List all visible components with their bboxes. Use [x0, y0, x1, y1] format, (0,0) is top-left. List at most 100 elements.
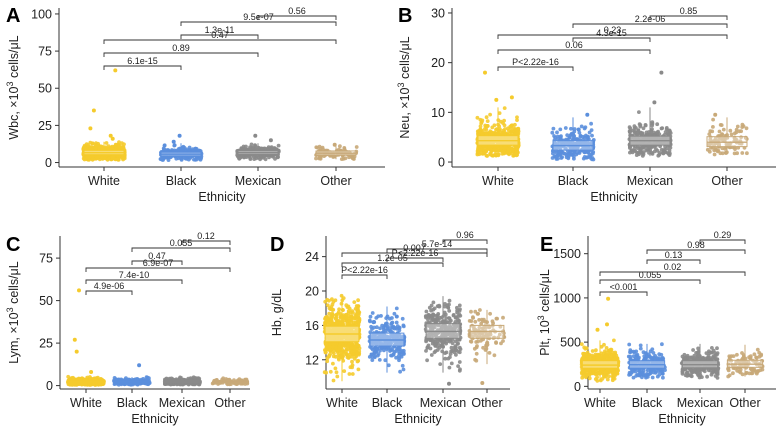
x-tick-label: Mexican [627, 174, 674, 188]
series-black [550, 112, 596, 162]
data-point [370, 355, 375, 359]
data-point [389, 321, 394, 325]
data-point [579, 124, 584, 129]
y-axis-title: Hb, g/dL [270, 289, 284, 336]
x-tick-label: Black [166, 174, 197, 188]
data-point [400, 316, 405, 321]
data-point [438, 362, 443, 366]
y-axis-title: Neu, ×103 cells/μL [396, 36, 412, 138]
outlier-point [177, 133, 182, 138]
data-point [334, 321, 339, 326]
data-point [367, 318, 372, 323]
data-point [397, 356, 402, 360]
data-point [184, 157, 189, 161]
data-point [721, 127, 726, 132]
p-value-label: 4.9e-06 [94, 281, 125, 291]
outlier-point [171, 139, 176, 144]
y-tick-label: 50 [38, 82, 52, 96]
data-point [502, 151, 506, 156]
series-other [705, 112, 749, 157]
data-point [515, 118, 519, 122]
data-point [192, 157, 196, 162]
data-point [447, 298, 452, 303]
data-point [501, 121, 505, 125]
data-point [502, 106, 507, 110]
y-axis-title: Wbc, ×103 cells/μL [5, 35, 21, 139]
comparison-bracket: 6.1e-15 [103, 56, 182, 70]
data-point [712, 152, 717, 157]
y-tick-label: 20 [305, 285, 319, 299]
data-point [507, 128, 511, 133]
data-point [455, 305, 459, 310]
data-point [485, 146, 489, 151]
p-value-label: P<2.22e-16 [512, 57, 559, 67]
data-point [719, 123, 724, 127]
outlier-point [88, 126, 93, 131]
data-point [369, 324, 373, 329]
x-tick-label: Mexican [235, 174, 282, 188]
outlier-point [113, 68, 118, 73]
data-point [350, 359, 354, 364]
outlier-point [253, 133, 258, 138]
data-point [734, 127, 739, 132]
series-white [66, 288, 106, 387]
data-point [342, 147, 347, 151]
data-point [253, 144, 258, 148]
data-point [350, 309, 355, 313]
data-point [350, 372, 355, 376]
outlier-point [108, 133, 113, 138]
data-point [372, 320, 376, 324]
data-point [332, 351, 336, 356]
comparison-bracket: 0.89 [103, 43, 259, 57]
data-point [454, 345, 458, 350]
data-point [352, 346, 357, 351]
data-point [566, 156, 571, 161]
data-point [335, 374, 340, 379]
data-point [484, 127, 489, 132]
bracket-line [103, 52, 259, 57]
data-point [346, 316, 350, 321]
bracket-line [572, 37, 651, 42]
data-point [424, 309, 429, 314]
data-point [329, 319, 334, 324]
x-axis-title: Ethnicity [198, 190, 246, 204]
data-point [258, 155, 263, 160]
comparison-bracket: P<2.22e-16 [497, 57, 574, 71]
data-point [483, 123, 488, 128]
series-other [210, 376, 250, 387]
data-point [479, 136, 484, 141]
data-point [515, 115, 519, 120]
data-point [555, 156, 560, 161]
data-point [356, 367, 361, 372]
data-point [337, 347, 342, 352]
data-point [333, 354, 338, 359]
series-white [322, 293, 362, 383]
data-point [314, 156, 318, 161]
y-axis-title-superscript: 3 [5, 81, 15, 86]
data-point [583, 125, 588, 130]
data-point [343, 156, 348, 161]
data-point [334, 315, 338, 320]
data-point [347, 372, 352, 376]
data-point [637, 110, 641, 114]
data-point [558, 135, 562, 139]
outlier-point [110, 136, 115, 141]
series-white [475, 70, 521, 158]
data-point [318, 146, 323, 151]
data-point [589, 121, 593, 126]
x-axis-title: Ethnicity [590, 190, 638, 204]
data-point [745, 151, 749, 156]
x-tick-label: Black [117, 396, 148, 410]
data-point [449, 349, 453, 354]
data-point [493, 152, 498, 156]
bracket-line [103, 39, 337, 44]
y-axis-title-superscript: 3 [396, 83, 406, 88]
data-point [120, 156, 125, 161]
y-tick-label: 25 [38, 119, 52, 133]
data-point [447, 316, 452, 321]
data-point [330, 345, 335, 349]
data-point [458, 367, 462, 372]
bracket-line [180, 21, 337, 26]
x-tick-label: White [88, 174, 120, 188]
data-point [331, 361, 335, 366]
